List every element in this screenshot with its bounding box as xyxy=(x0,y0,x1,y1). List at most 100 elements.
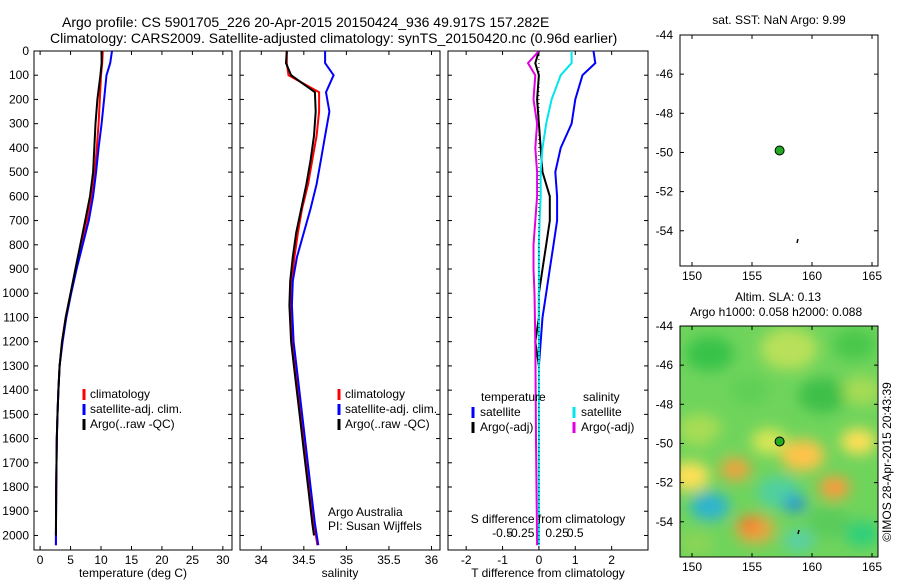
temperature-xtick-label: 30 xyxy=(216,553,230,567)
float-position-marker xyxy=(774,145,785,156)
temperature-series-argo-raw-qc- xyxy=(54,51,103,536)
depth-tick-label: 1900 xyxy=(2,504,29,518)
temperature-legend-label: Argo(..raw -QC) xyxy=(90,417,175,431)
salinity-legend-label: salinity xyxy=(583,390,620,404)
depth-tick-label: 900 xyxy=(9,262,29,276)
salinity-diff-tick-label: -0.25 xyxy=(507,526,535,540)
salinity-xtick-label: 35.5 xyxy=(377,553,401,567)
sla_map-xtick-label: 160 xyxy=(802,560,822,574)
sst_map-xtick-label: 155 xyxy=(742,269,762,283)
depth-tick-label: 1300 xyxy=(2,359,29,373)
float-position-marker xyxy=(774,436,785,447)
sla-anomaly-blob xyxy=(840,428,876,455)
sst_map-xtick-label: 150 xyxy=(682,269,702,283)
difference-xtick-label: 0 xyxy=(536,553,543,567)
temperature-legend-label: temperature xyxy=(481,390,546,404)
depth-tick-label: 800 xyxy=(9,238,29,252)
difference-series-satellite xyxy=(537,50,597,366)
difference-xtick-label: -2 xyxy=(461,553,472,567)
imos-credit: ©IMOS 28-Apr-2015 20:43:39 xyxy=(880,382,894,542)
salinity-diff-tick-label: 0.25 xyxy=(545,526,569,540)
temperature-xtick-label: 5 xyxy=(67,553,74,567)
depth-tick-label: 600 xyxy=(9,189,29,203)
depth-tick-label: 1800 xyxy=(2,480,29,494)
temperature-xlabel: temperature (deg C) xyxy=(79,566,187,580)
sla-map-frame xyxy=(679,325,879,558)
salinity-diff-tick-label: 0.5 xyxy=(567,526,584,540)
temperature-xtick-label: 25 xyxy=(186,553,200,567)
temperature-xtick-label: 15 xyxy=(125,553,139,567)
sla-anomaly-blob xyxy=(729,376,770,406)
sla-anomaly-blob xyxy=(739,517,760,532)
institution-annotation: Argo Australia xyxy=(328,505,403,519)
sla_map-xtick-label: 150 xyxy=(682,560,702,574)
salinity-series-argo-raw-qc- xyxy=(284,50,317,536)
sla_map-xtick-label: 155 xyxy=(742,560,762,574)
sst_map-ytick-label: -48 xyxy=(656,106,674,120)
difference-series-salinity-satellite xyxy=(537,51,573,546)
depth-tick-label: 200 xyxy=(9,92,29,106)
sla-anomaly-blob xyxy=(806,506,851,539)
salinity-series-satellite-adj-clim- xyxy=(290,51,335,546)
depth-tick-label: 300 xyxy=(9,117,29,131)
sla-anomaly-blob xyxy=(832,328,877,361)
salinity-xlabel: salinity xyxy=(322,566,359,580)
pi-annotation: PI: Susan Wijffels xyxy=(328,519,422,533)
difference-xtick-label: 1 xyxy=(572,553,579,567)
sla-map-title-line1: Altim. SLA: 0.13 xyxy=(735,290,821,304)
salinity-legend-label: satellite xyxy=(581,405,622,419)
salinity-legend-label: Argo(-adj) xyxy=(581,420,634,434)
sla_map-xtick-label: 165 xyxy=(862,560,882,574)
difference-xtick-label: 2 xyxy=(608,553,615,567)
sla-anomaly-blob xyxy=(680,530,714,556)
depth-tick-label: 100 xyxy=(9,68,29,82)
salinity-axes-frame xyxy=(239,50,441,551)
sla_map-ytick-label: -46 xyxy=(656,358,674,372)
depth-tick-label: 1000 xyxy=(2,286,29,300)
sla-anomaly-blob xyxy=(720,458,751,481)
salinity-xtick-label: 36 xyxy=(425,553,439,567)
sst_map-xtick-label: 165 xyxy=(862,269,882,283)
temperature-legend-label: satellite-adj. clim. xyxy=(90,402,182,416)
sla-anomaly-blob xyxy=(798,377,847,413)
difference-axes-frame xyxy=(447,50,649,551)
sla-anomaly-blob xyxy=(680,461,710,491)
sla-anomaly-blob xyxy=(689,491,730,521)
sla-anomaly-blob xyxy=(760,328,818,370)
depth-tick-label: 2000 xyxy=(2,528,29,542)
depth-tick-label: 0 xyxy=(22,44,29,58)
depth-tick-label: 1600 xyxy=(2,432,29,446)
sla_map-ytick-label: -44 xyxy=(656,319,674,333)
sla-heatmap xyxy=(680,326,878,557)
difference-xlabel: T difference from climatology xyxy=(471,566,625,580)
sla-anomaly-blob xyxy=(842,376,878,406)
sst_map-ytick-label: -46 xyxy=(656,67,674,81)
sla-anomaly-blob xyxy=(751,428,787,455)
sst_map-ytick-label: -50 xyxy=(656,145,674,159)
sst-map-title: sat. SST: NaN Argo: 9.99 xyxy=(712,13,846,27)
temperature-series-satellite-adj-clim- xyxy=(54,50,113,546)
sst_map-ytick-label: -54 xyxy=(656,224,674,238)
coastline-fragment xyxy=(796,238,799,244)
sla_map-ytick-label: -50 xyxy=(656,436,674,450)
sla-anomaly-blob xyxy=(710,431,737,452)
salinity-legend-label: Argo(..raw -QC) xyxy=(345,417,430,431)
sla-anomaly-blob xyxy=(819,476,850,499)
figure-title-line2: Climatology: CARS2009. Satellite-adjuste… xyxy=(50,30,618,46)
salinity-legend-label: climatology xyxy=(345,387,405,401)
sla-anomaly-blob xyxy=(844,521,878,547)
temperature-xtick-label: 20 xyxy=(155,553,169,567)
salinity-xtick-label: 34 xyxy=(255,553,269,567)
sla_map-ytick-label: -54 xyxy=(656,515,674,529)
depth-tick-label: 1700 xyxy=(2,456,29,470)
depth-tick-label: 1500 xyxy=(2,407,29,421)
sla-anomaly-blob xyxy=(780,439,825,472)
salinity-diff-xlabel: S difference from climatology xyxy=(471,512,626,526)
temperature-xtick-label: 0 xyxy=(37,553,44,567)
salinity-legend-label: satellite-adj. clim. xyxy=(345,402,437,416)
sla-map-title-line2: Argo h1000: 0.058 h2000: 0.088 xyxy=(690,305,862,319)
depth-tick-label: 500 xyxy=(9,165,29,179)
figure-title-line1: Argo profile: CS 5901705_226 20-Apr-2015… xyxy=(62,14,550,30)
sla_map-ytick-label: -52 xyxy=(656,476,674,490)
